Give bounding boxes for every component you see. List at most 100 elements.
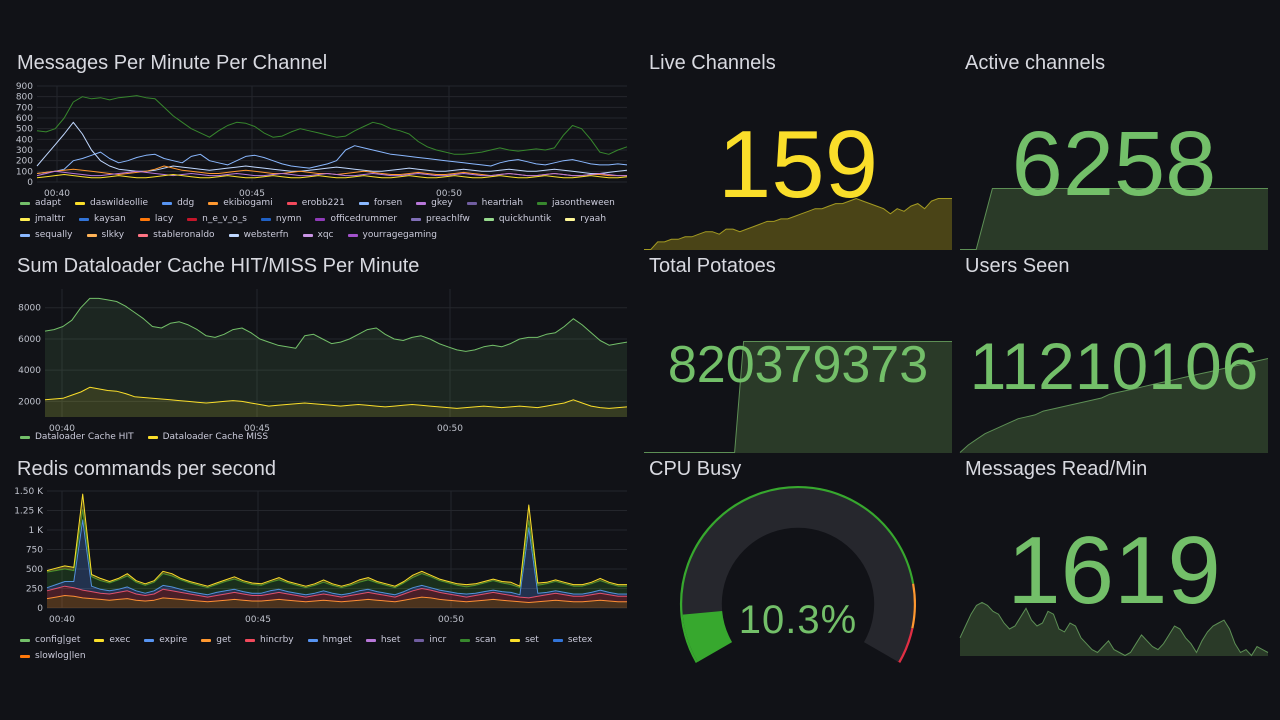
legend-item-exec[interactable]: exec	[94, 632, 130, 648]
y-tick-label: 1.50 K	[14, 487, 44, 497]
legend-item-slkky[interactable]: slkky	[86, 227, 124, 243]
live-channels-sparkline	[644, 197, 952, 250]
total-potatoes-value: 820379373	[667, 336, 929, 394]
legend-item-hincrby[interactable]: hincrby	[245, 632, 294, 648]
legend-item-dataloader-cache-hit[interactable]: Dataloader Cache HIT	[20, 429, 134, 445]
legend-item-ryaah[interactable]: ryaah	[565, 211, 606, 227]
x-tick-label: 00:45	[244, 424, 270, 434]
legend-swatch	[307, 638, 318, 642]
legend-swatch	[94, 638, 105, 642]
legend-item-scan[interactable]: scan	[460, 632, 496, 648]
messages-read-sparkline	[959, 601, 1269, 657]
legend-label: erobb221	[301, 198, 345, 208]
series-line-dataloader-cache-hit	[44, 297, 628, 352]
legend-item-yourragegaming[interactable]: yourragegaming	[347, 227, 437, 243]
sparkline-area	[960, 602, 1268, 656]
legend-swatch	[20, 233, 30, 237]
legend-item-ddg[interactable]: ddg	[162, 195, 194, 211]
legend-item-kaysan[interactable]: kaysan	[79, 211, 126, 227]
sparkline-line	[644, 341, 952, 453]
legend-item-set[interactable]: set	[510, 632, 539, 648]
legend-item-adapt[interactable]: adapt	[20, 195, 61, 211]
legend-item-stableronaldo[interactable]: stableronaldo	[138, 227, 215, 243]
legend-item-gkey[interactable]: gkey	[416, 195, 453, 211]
legend-label: Dataloader Cache HIT	[35, 432, 134, 442]
y-tick-label: 200	[16, 157, 33, 167]
legend-item-erobb221[interactable]: erobb221	[286, 195, 345, 211]
legend-swatch	[228, 233, 239, 237]
y-tick-label: 100	[16, 167, 33, 177]
series-line-scan	[46, 509, 627, 589]
legend-label: heartriah	[481, 198, 524, 208]
sparkline-line	[959, 358, 1269, 453]
legend-item-jasontheween[interactable]: jasontheween	[537, 195, 615, 211]
legend-item-preachlfw[interactable]: preachlfw	[411, 211, 470, 227]
legend-item-officedrummer[interactable]: officedrummer	[315, 211, 397, 227]
legend-swatch	[208, 201, 219, 205]
legend-label: get	[216, 635, 232, 645]
legend-item-dataloader-cache-miss[interactable]: Dataloader Cache MISS	[147, 429, 269, 445]
gauge-track	[682, 488, 914, 662]
legend-item-forsen[interactable]: forsen	[358, 195, 403, 211]
y-tick-label: 300	[16, 146, 33, 156]
redis-panel-title: Redis commands per second	[17, 458, 277, 480]
active-channels-title: Active channels	[965, 52, 1106, 74]
legend-item-n-e-v-o-s[interactable]: n_e_v_o_s	[187, 211, 247, 227]
legend-item-heartriah[interactable]: heartriah	[466, 195, 524, 211]
series-line-hincrby	[46, 585, 627, 599]
active-channels-value: 6258	[1011, 113, 1217, 215]
legend-swatch	[483, 217, 494, 221]
legend-item-jmalttr[interactable]: jmalttr	[20, 211, 65, 227]
y-tick-label: 250	[26, 585, 43, 595]
legend-label: forsen	[373, 198, 403, 208]
x-tick-label: 00:40	[44, 189, 70, 199]
legend-label: hmget	[322, 635, 352, 645]
legend-item-incr[interactable]: incr	[414, 632, 446, 648]
legend-label: websterfn	[243, 230, 289, 240]
legend-label: ekibiogami	[223, 198, 273, 208]
legend-item-get[interactable]: get	[201, 632, 231, 648]
legend-item-hmget[interactable]: hmget	[307, 632, 352, 648]
legend-label: nymn	[275, 214, 302, 224]
legend-item-quickhuntik[interactable]: quickhuntik	[483, 211, 551, 227]
y-tick-label: 8000	[18, 304, 41, 314]
legend-swatch	[552, 638, 563, 642]
legend-label: ddg	[177, 198, 195, 208]
y-tick-label: 1 K	[29, 526, 45, 536]
cpu-busy-title: CPU Busy	[649, 458, 742, 480]
sparkline-area	[644, 341, 952, 453]
legend-item-sequally[interactable]: sequally	[20, 227, 73, 243]
x-tick-label: 00:40	[49, 615, 75, 625]
legend-item-xqc[interactable]: xqc	[302, 227, 334, 243]
legend-item-slowlog-len[interactable]: slowlog|len	[20, 648, 86, 664]
legend-item-setex[interactable]: setex	[552, 632, 592, 648]
legend-item-nymn[interactable]: nymn	[260, 211, 302, 227]
legend-swatch	[20, 654, 30, 658]
legend-item-hset[interactable]: hset	[365, 632, 400, 648]
series-area-dataloader-cache-miss	[45, 387, 627, 417]
legend-swatch	[144, 638, 155, 642]
legend-label: expire	[159, 635, 188, 645]
legend-item-expire[interactable]: expire	[144, 632, 187, 648]
legend-swatch	[245, 638, 256, 642]
messages-panel-title: Messages Per Minute Per Channel	[17, 52, 328, 74]
y-tick-label: 500	[26, 565, 43, 575]
legend-swatch	[414, 638, 425, 642]
redis-legend: config|get exec expire get hincrby hmget hset i…	[20, 632, 620, 664]
legend-label: incr	[429, 635, 447, 645]
legend-item-ekibiogami[interactable]: ekibiogami	[208, 195, 273, 211]
legend-label: Dataloader Cache MISS	[162, 432, 269, 442]
legend-swatch	[302, 233, 313, 237]
legend-item-lacy[interactable]: lacy	[139, 211, 173, 227]
legend-swatch	[20, 435, 30, 439]
legend-swatch	[260, 217, 271, 221]
active-channels-sparkline	[960, 188, 1268, 250]
legend-item-config-get[interactable]: config|get	[20, 632, 80, 648]
legend-item-daswildeollie[interactable]: daswildeollie	[75, 195, 148, 211]
legend-item-websterfn[interactable]: websterfn	[228, 227, 289, 243]
legend-swatch	[358, 201, 369, 205]
messages-legend: adapt daswildeollie ddg ekibiogami erobb221 f…	[20, 195, 620, 243]
legend-swatch	[565, 217, 576, 221]
legend-label: config|get	[35, 635, 81, 645]
legend-label: jmalttr	[35, 214, 66, 224]
